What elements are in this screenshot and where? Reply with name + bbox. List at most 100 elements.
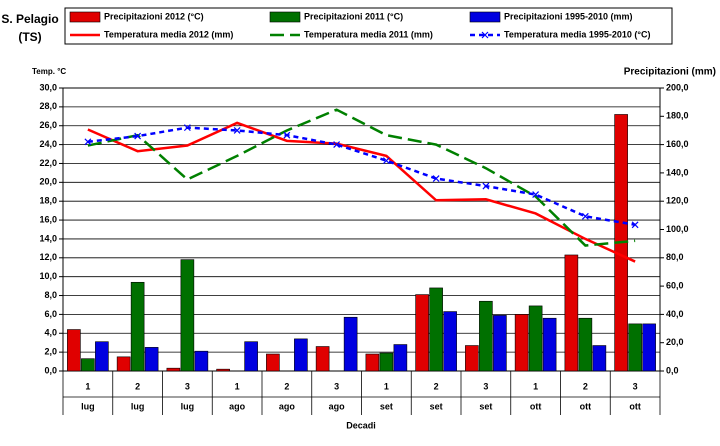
bar: [67, 329, 81, 372]
x-tick-label: 3: [483, 381, 488, 391]
line-series: [87, 108, 636, 247]
bar: [294, 338, 308, 372]
legend-label: Temperatura media 2012 (mm): [104, 29, 233, 39]
bar: [266, 353, 280, 372]
x-group-label: ago: [329, 401, 346, 411]
y-tick-label: 24,0: [39, 139, 57, 149]
y2-tick-label: 180,0: [666, 111, 689, 121]
bar: [315, 346, 330, 372]
bar: [194, 350, 209, 372]
bar: [564, 254, 579, 372]
bar: [528, 305, 543, 372]
bar: [393, 344, 408, 372]
y-tick-label: 8,0: [44, 290, 57, 300]
x-tick-label: 2: [583, 381, 588, 391]
line-marker: [283, 131, 291, 139]
line-marker: [382, 157, 390, 165]
x-group-label: lug: [81, 401, 95, 411]
y-tick-label: 6,0: [44, 309, 57, 319]
y2-tick-label: 40,0: [666, 309, 684, 319]
bar: [130, 281, 145, 372]
x-tick-label: 3: [334, 381, 339, 391]
x-tick-label: 2: [284, 381, 289, 391]
y2-tick-label: 120,0: [666, 196, 689, 206]
y2-tick-label: 60,0: [666, 280, 684, 290]
y2-tick-label: 200,0: [666, 82, 689, 92]
x-group-label: set: [380, 401, 393, 411]
legend-label: Precipitazioni 2011 (°C): [304, 11, 403, 21]
y-tick-label: 2,0: [44, 347, 57, 357]
legend-label: Temperatura media 1995-2010 (°C): [504, 29, 651, 39]
x-tick-label: 3: [633, 381, 638, 391]
y-tick-label: 28,0: [39, 101, 57, 111]
line-marker: [631, 221, 639, 229]
x-group-label: ago: [279, 401, 296, 411]
line-marker: [432, 175, 440, 182]
y2-axis-label: Precipitazioni (mm): [624, 67, 716, 78]
x-group-label: lug: [181, 401, 195, 411]
line-series: [87, 126, 636, 227]
line-series: [87, 121, 636, 263]
line-marker: [233, 127, 241, 134]
y-tick-label: 20,0: [39, 177, 57, 187]
x-group-label: lug: [131, 401, 145, 411]
y2-tick-label: 100,0: [666, 224, 689, 234]
legend-box: [64, 7, 673, 45]
x-tick-label: 1: [384, 381, 389, 391]
x-group-label: ago: [229, 401, 246, 411]
x-tick-label: 1: [85, 381, 90, 391]
line-marker: [134, 132, 142, 140]
bar: [216, 368, 230, 372]
y-tick-label: 14,0: [39, 233, 57, 243]
x-axis-label: Decadi: [346, 420, 376, 430]
y-tick-label: 0,0: [44, 365, 57, 375]
bar: [116, 356, 131, 372]
x-group-label: set: [430, 401, 443, 411]
line-marker: [333, 141, 341, 149]
y-tick-label: 30,0: [39, 82, 57, 92]
bar: [180, 259, 195, 372]
legend-label: Precipitazioni 1995-2010 (mm): [504, 11, 633, 21]
y-axis-label: Temp. °C: [32, 67, 66, 76]
y2-tick-label: 80,0: [666, 252, 684, 262]
bar: [415, 294, 429, 372]
bar: [81, 358, 95, 372]
legend-label: Precipitazioni 2012 (°C): [104, 11, 204, 21]
bar: [493, 315, 507, 372]
y2-tick-label: 160,0: [666, 139, 689, 149]
x-tick-label: 1: [533, 381, 538, 391]
y-tick-label: 18,0: [39, 196, 57, 206]
bar: [578, 317, 593, 372]
x-tick-label: 1: [235, 381, 240, 391]
bar: [343, 316, 358, 372]
legend-swatch: [69, 11, 101, 23]
bar: [365, 353, 380, 372]
line-marker: [84, 138, 92, 146]
y2-tick-label: 20,0: [666, 337, 684, 347]
x-tick-label: 2: [434, 381, 439, 391]
bar: [628, 323, 642, 372]
bar: [542, 317, 557, 372]
bar: [95, 341, 109, 372]
bar: [379, 352, 394, 372]
bar: [443, 311, 457, 372]
y-tick-label: 12,0: [39, 252, 57, 262]
y2-tick-label: 140,0: [666, 167, 689, 177]
bar: [429, 287, 443, 372]
chart-title: S. Pelagio: [1, 12, 58, 26]
bar: [465, 345, 479, 372]
y2-tick-label: 0,0: [666, 365, 679, 375]
line-marker: [183, 124, 191, 132]
x-group-label: set: [479, 401, 492, 411]
legend-swatch: [269, 11, 301, 23]
bar: [642, 323, 656, 372]
x-group-label: ott: [629, 401, 641, 411]
legend-swatch: [469, 11, 501, 23]
x-tick-label: 2: [135, 381, 140, 391]
chart-subtitle: (TS): [18, 30, 41, 44]
x-group-label: ott: [530, 401, 542, 411]
line-marker: [482, 182, 490, 190]
bar: [514, 314, 529, 372]
y-tick-label: 22,0: [39, 158, 57, 168]
